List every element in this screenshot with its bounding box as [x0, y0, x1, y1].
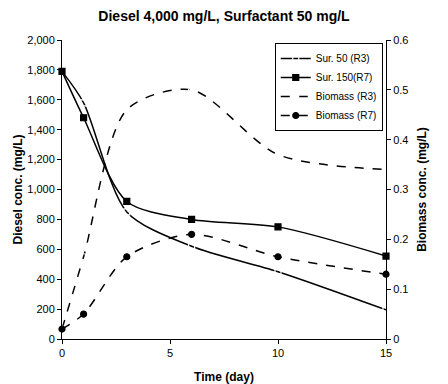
svg-text:200: 200 [36, 303, 54, 315]
svg-text:Sur. 150(R7): Sur. 150(R7) [316, 72, 373, 83]
svg-text:0.6: 0.6 [393, 34, 408, 46]
svg-text:Biomass conc. (mg/L): Biomass conc. (mg/L) [415, 127, 429, 252]
svg-text:0.4: 0.4 [393, 134, 408, 146]
svg-text:800: 800 [36, 213, 54, 225]
svg-text:0.3: 0.3 [393, 183, 408, 195]
svg-text:Biomass (R3): Biomass (R3) [316, 91, 377, 102]
svg-text:1,600: 1,600 [27, 94, 55, 106]
svg-text:1,000: 1,000 [27, 183, 55, 195]
svg-text:0: 0 [59, 347, 65, 359]
svg-text:400: 400 [36, 273, 54, 285]
svg-text:0.5: 0.5 [393, 84, 408, 96]
svg-text:Sur. 50 (R3): Sur. 50 (R3) [316, 53, 370, 64]
svg-text:15: 15 [380, 347, 392, 359]
svg-text:0.1: 0.1 [393, 283, 408, 295]
svg-text:Diesel 4,000 mg/L, Surfactant: Diesel 4,000 mg/L, Surfactant 50 mg/L [98, 8, 350, 24]
svg-text:2,000: 2,000 [27, 34, 55, 46]
svg-text:Time (day): Time (day) [194, 370, 254, 384]
svg-text:1,200: 1,200 [27, 153, 55, 165]
svg-text:0: 0 [393, 333, 399, 345]
svg-text:10: 10 [272, 347, 284, 359]
svg-text:1,400: 1,400 [27, 124, 55, 136]
svg-text:0: 0 [49, 333, 55, 345]
svg-text:Biomass (R7): Biomass (R7) [316, 110, 377, 121]
svg-text:1,800: 1,800 [27, 64, 55, 76]
svg-text:5: 5 [167, 347, 173, 359]
svg-text:600: 600 [36, 243, 54, 255]
svg-text:0.2: 0.2 [393, 233, 408, 245]
svg-text:Diesel conc. (mg/L): Diesel conc. (mg/L) [11, 134, 25, 244]
